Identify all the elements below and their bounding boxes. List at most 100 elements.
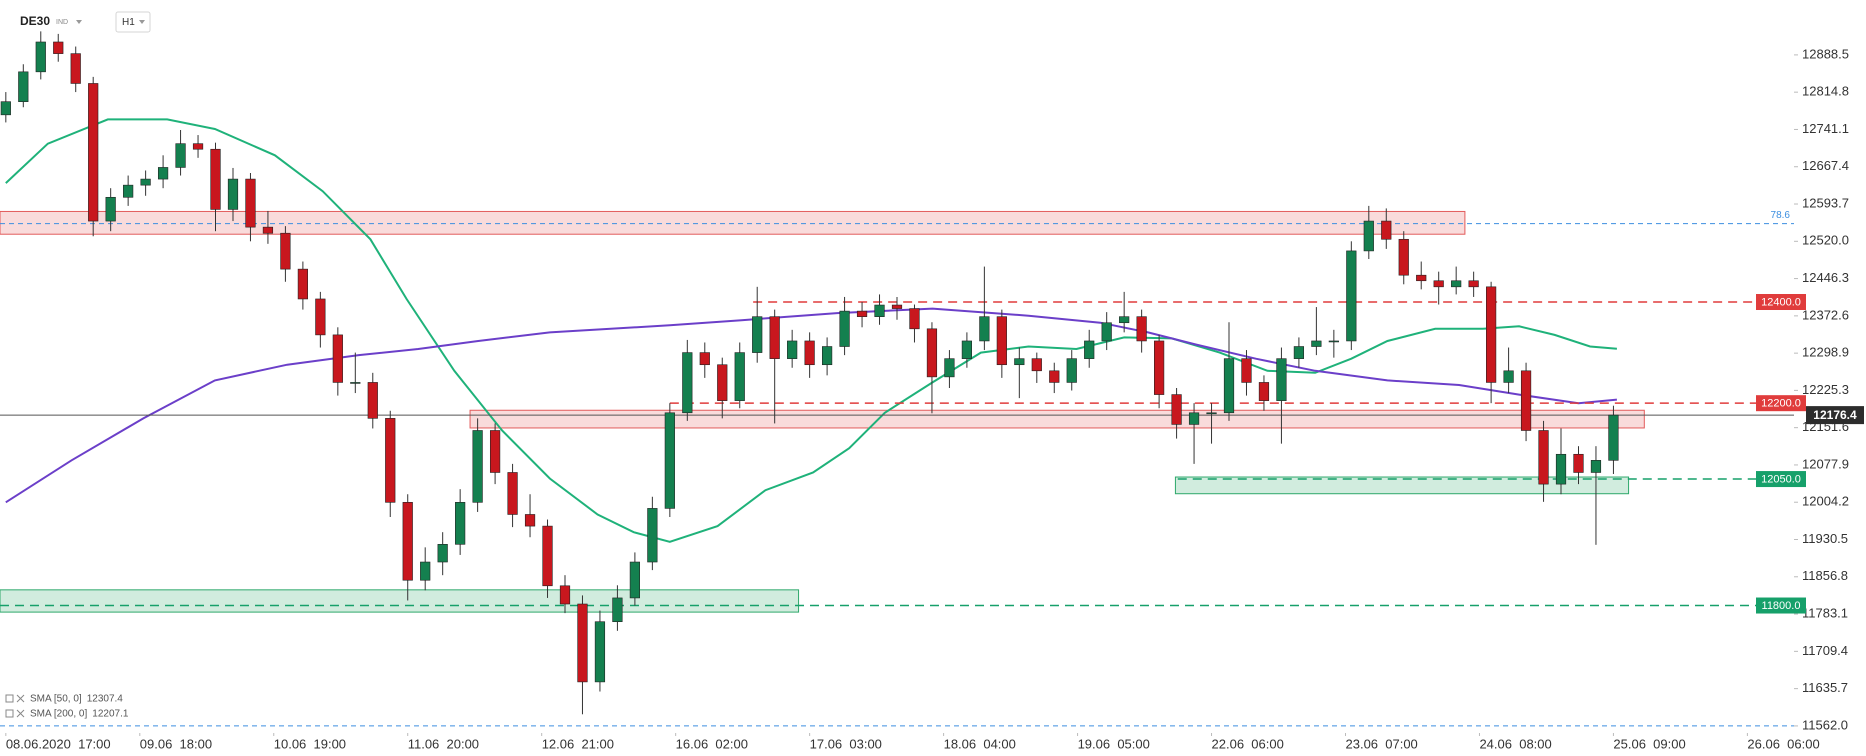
y-tick-label: 12593.7	[1802, 195, 1849, 210]
toolbar: DE30 IND H1	[20, 11, 151, 33]
candle-body	[1311, 340, 1322, 347]
remove-icon[interactable]	[16, 709, 25, 718]
remove-icon[interactable]	[16, 694, 25, 703]
settings-icon[interactable]	[5, 709, 14, 718]
y-tick-label: 12077.9	[1802, 456, 1849, 471]
current-price-badge	[1806, 406, 1864, 425]
candle-body	[192, 143, 204, 150]
candle-body	[821, 346, 833, 366]
candle-body	[1066, 358, 1077, 383]
level-badge	[1756, 597, 1806, 614]
candle-body	[70, 53, 81, 84]
candle-body	[1223, 358, 1235, 414]
candle-body	[682, 352, 693, 414]
dropdown-arrow[interactable]	[139, 20, 145, 24]
candle-body	[612, 597, 623, 623]
candle-body	[717, 364, 728, 401]
candle-body	[856, 310, 868, 317]
level-badge	[1756, 395, 1806, 412]
candle-body	[1014, 358, 1025, 366]
candle-body	[437, 544, 448, 563]
x-tick-label: 08.06.2020 17:00	[6, 736, 111, 751]
candle-body	[1258, 382, 1270, 401]
fib-level-label: 78.6	[1771, 210, 1791, 221]
sma-line	[5, 307, 1617, 504]
settings-icon[interactable]	[5, 694, 14, 703]
level-badge-label: 11800.0	[1762, 600, 1801, 612]
candle-body	[1416, 274, 1427, 282]
candle-body	[559, 585, 571, 605]
candle-body	[804, 340, 815, 366]
zone	[0, 589, 800, 613]
candle-body	[1049, 370, 1060, 383]
candle-body	[1154, 340, 1165, 395]
x-tick-label: 09.06 18:00	[140, 736, 212, 751]
symbol[interactable]: DE30	[20, 14, 50, 28]
candle-body	[594, 621, 606, 683]
candle-body	[0, 101, 11, 116]
candle-body	[455, 502, 466, 545]
candle-body	[175, 143, 186, 168]
candle-body	[1293, 346, 1305, 359]
candle-body	[1433, 280, 1444, 288]
candle-body	[524, 514, 536, 527]
candle-body	[944, 358, 955, 378]
candle-body	[1573, 453, 1584, 473]
y-tick-label: 11930.5	[1802, 531, 1848, 546]
x-tick-label: 25.06 09:00	[1613, 736, 1685, 751]
x-tick-label: 16.06 02:00	[676, 736, 748, 751]
x-tick-label: 22.06 06:00	[1212, 736, 1284, 751]
candle-body	[1241, 358, 1252, 383]
candle-body	[262, 226, 274, 234]
candle-body	[157, 167, 169, 180]
time-axis-bg	[0, 733, 1866, 756]
y-tick-label: 12298.9	[1802, 345, 1849, 360]
y-tick-label: 11635.7	[1802, 680, 1848, 695]
x-tick-label: 10.06 19:00	[274, 736, 346, 751]
candle-body	[1119, 316, 1130, 324]
candle-body	[1381, 220, 1392, 240]
candle-body	[1451, 280, 1462, 288]
candle-body	[664, 412, 675, 509]
candle-body	[140, 178, 151, 186]
candle-body	[909, 308, 920, 330]
candle-body	[874, 304, 885, 317]
candle-body	[507, 472, 518, 515]
candle-body	[1136, 316, 1147, 342]
candle-body	[18, 71, 29, 102]
dropdown-arrow[interactable]	[76, 20, 82, 24]
candle-body	[1503, 370, 1514, 383]
y-tick-label: 12446.3	[1802, 270, 1849, 285]
candle-body	[1171, 394, 1182, 425]
y-tick-label: 11856.8	[1802, 568, 1848, 583]
candle-body	[367, 382, 378, 419]
price-axis-bg	[1794, 0, 1866, 756]
candle-body	[629, 561, 640, 599]
y-tick-label: 12741.1	[1802, 121, 1849, 136]
candle-body	[1520, 370, 1532, 431]
candle-body	[1555, 453, 1567, 485]
candle-body	[385, 418, 396, 503]
candle-body	[577, 603, 588, 683]
candle-body	[1608, 414, 1619, 461]
x-tick-label: 17.06 03:00	[810, 736, 882, 751]
candle-body	[315, 298, 326, 336]
level-badge	[1756, 294, 1806, 311]
timeframe-box[interactable]	[115, 11, 151, 33]
timeframe[interactable]: H1	[122, 17, 135, 28]
candle-body	[996, 316, 1007, 366]
y-tick-label: 12004.2	[1802, 494, 1849, 509]
candle-body	[280, 232, 291, 270]
y-tick-label: 12520.0	[1802, 233, 1849, 248]
zone	[1174, 476, 1630, 495]
candle-body	[210, 148, 221, 210]
candle-body	[839, 310, 850, 347]
candle-body	[769, 316, 780, 359]
candle-body	[402, 502, 413, 581]
candle-body	[1363, 220, 1374, 252]
x-tick-label: 23.06 07:00	[1346, 736, 1418, 751]
y-tick-label: 12814.8	[1802, 84, 1849, 99]
legend-value: 12307.4	[87, 694, 124, 705]
candle-body	[1101, 322, 1112, 342]
